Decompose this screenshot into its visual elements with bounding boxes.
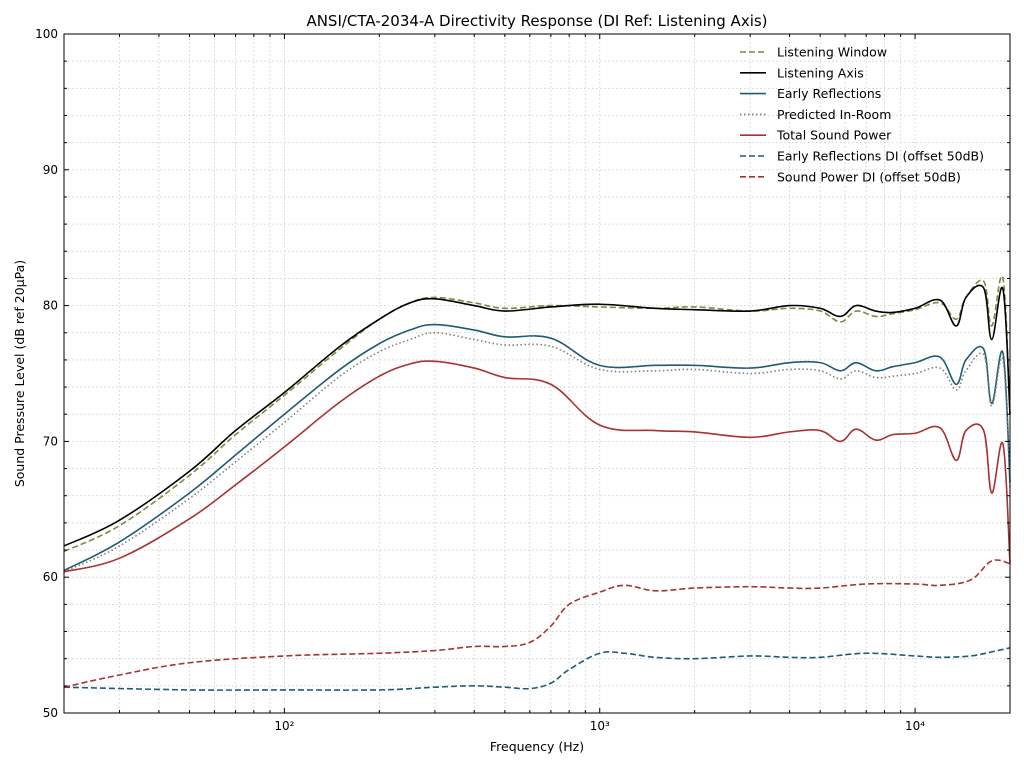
y-tick-label: 100: [35, 27, 58, 41]
x-axis-label: Frequency (Hz): [490, 739, 584, 754]
y-tick-label: 50: [43, 706, 58, 720]
series-line-7: [63, 559, 1011, 688]
series-lines: [63, 275, 1011, 691]
y-tick-label: 60: [43, 570, 58, 584]
y-tick-label: 70: [43, 434, 58, 448]
legend: Listening Window Listening Axis Early Refl…: [740, 45, 984, 184]
legend-label-3: Early Reflections: [777, 86, 881, 101]
y-axis-label: Sound Pressure Level (dB ref 20μPa): [12, 260, 27, 487]
series-line-2: [63, 284, 1011, 547]
legend-label-2: Listening Axis: [777, 65, 864, 80]
y-tick-label: 90: [43, 163, 58, 177]
plot-frame: [63, 33, 1011, 714]
x-tick-label: 10²: [274, 719, 294, 733]
legend-label-5: Total Sound Power: [776, 128, 892, 143]
legend-label-4: Predicted In-Room: [777, 107, 891, 122]
series-line-4: [63, 331, 1011, 573]
series-line-3: [63, 323, 1011, 572]
legend-label-1: Listening Window: [777, 45, 887, 60]
legend-label-6: Early Reflections DI (offset 50dB): [777, 149, 984, 164]
x-tick-label: 10⁴: [905, 719, 925, 733]
series-line-6: [63, 647, 1011, 691]
y-tick-label: 80: [43, 299, 58, 313]
axis-ticks: 50 60 70 80 90 100 10² 10³ 10⁴: [35, 27, 1011, 733]
chart-title: ANSI/CTA-2034-A Directivity Response (DI…: [306, 12, 767, 30]
series-line-5: [63, 360, 1011, 573]
x-tick-label: 10³: [590, 719, 610, 733]
legend-label-7: Sound Power DI (offset 50dB): [777, 169, 961, 184]
